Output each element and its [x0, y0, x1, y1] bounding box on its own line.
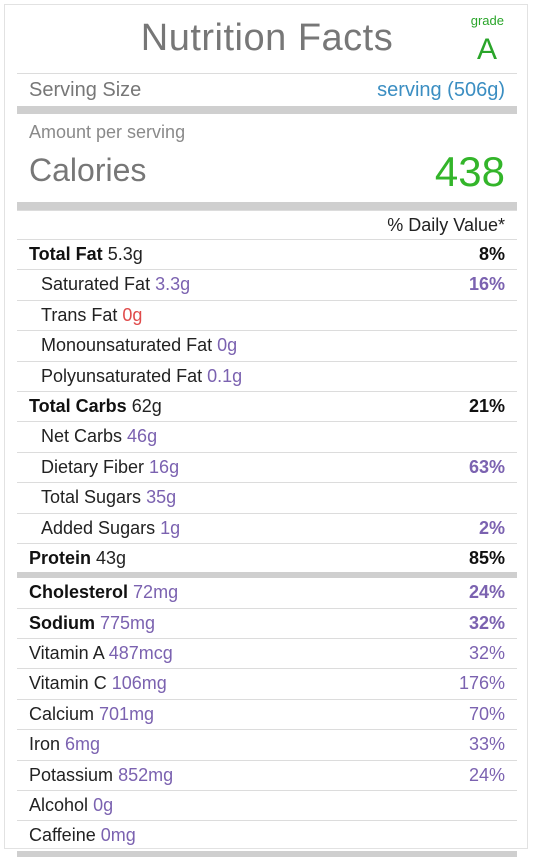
nutrient-amount: 701mg	[99, 703, 155, 724]
nutrient-percent: 176%	[458, 673, 505, 694]
grade-value: A	[476, 33, 497, 66]
divider	[17, 572, 517, 579]
nutrient-percent: 32%	[468, 612, 505, 633]
nutrient-amount: 6mg	[65, 734, 101, 755]
nutrient-amount: 62g	[131, 395, 162, 416]
nutrient-row-alcohol: Alcohol 0g	[17, 790, 517, 820]
nutrient-name: Total Fat	[29, 244, 103, 264]
divider	[17, 202, 517, 210]
serving-size-row: Serving Size serving (506g)	[17, 73, 517, 106]
nutrient-amount: 852mg	[118, 764, 174, 785]
divider	[17, 850, 517, 857]
nutrient-row-sodium: Sodium 775mg 32%	[17, 607, 517, 638]
nutrient-amount: 72mg	[133, 582, 179, 603]
nutrient-name: Sodium	[29, 612, 95, 633]
nutrient-amount: 0g	[217, 335, 238, 356]
nutrient-row-trans-fat: Trans Fat 0g	[17, 299, 517, 330]
nutrient-percent: 70%	[468, 703, 505, 724]
nutrient-amount: 487mcg	[108, 643, 173, 664]
nutrient-percent: 8%	[478, 244, 505, 264]
nutrition-facts-content: Nutrition Facts grade A Serving Size ser…	[17, 5, 517, 857]
nutrient-row-total-sugars: Total Sugars 35g	[17, 482, 517, 512]
nutrient-name: Dietary Fiber	[41, 456, 145, 477]
nutrient-percent: 33%	[468, 734, 505, 755]
serving-size-value[interactable]: serving (506g)	[377, 79, 505, 101]
nutrition-facts-panel: Nutrition Facts grade A Serving Size ser…	[4, 4, 528, 857]
calories-row: Calories 438	[17, 148, 517, 202]
nutrient-row-polyunsaturated-fat: Polyunsaturated Fat 0.1g	[17, 360, 517, 391]
nutrient-row-iron: Iron 6mg 33%	[17, 729, 517, 759]
nutrient-row-protein: Protein 43g 85%	[17, 542, 517, 573]
nutrient-percent: 21%	[468, 395, 505, 416]
nutrient-percent: 24%	[468, 582, 505, 603]
calories-label: Calories	[29, 152, 147, 188]
nutrient-percent: 24%	[468, 764, 505, 785]
nutrient-row-net-carbs: Net Carbs 46g	[17, 421, 517, 451]
nutrient-name: Calcium	[29, 703, 95, 724]
nutrient-name: Iron	[29, 734, 61, 755]
nutrient-amount: 3.3g	[155, 274, 191, 295]
nutrient-name: Cholesterol	[29, 582, 129, 603]
nutrient-percent: 2%	[478, 517, 505, 538]
nutrient-amount: 43g	[96, 547, 127, 568]
nutrient-row-saturated-fat: Saturated Fat 3.3g 16%	[17, 269, 517, 299]
nutrient-name: Vitamin A	[29, 643, 104, 664]
nutrient-row-total-carbs: Total Carbs 62g 21%	[17, 390, 517, 421]
nutrient-name: Total Carbs	[29, 395, 127, 416]
nutrient-name: Total Sugars	[41, 487, 142, 508]
nutrient-row-dietary-fiber: Dietary Fiber 16g 63%	[17, 451, 517, 482]
nutrient-amount: 775mg	[100, 612, 156, 633]
grade-label: grade	[470, 13, 504, 28]
nutrient-row-vitamin-c: Vitamin C 106mg 176%	[17, 668, 517, 698]
nutrient-amount: 16g	[149, 456, 180, 477]
nutrient-percent: 16%	[468, 274, 505, 295]
nutrient-row-monounsaturated-fat: Monounsaturated Fat 0g	[17, 330, 517, 360]
nutrient-row-vitamin-a: Vitamin A 487mcg 32%	[17, 638, 517, 668]
nutrient-name: Vitamin C	[29, 673, 107, 694]
amount-per-serving: Amount per serving	[29, 122, 186, 142]
nutrient-percent: 32%	[468, 643, 505, 664]
nutrient-name: Alcohol	[29, 795, 89, 816]
nutrient-row-potassium: Potassium 852mg 24%	[17, 759, 517, 790]
nutrient-name: Caffeine	[29, 825, 96, 846]
nutrient-row-caffeine: Caffeine 0mg	[17, 820, 517, 850]
nutrient-amount: 46g	[127, 426, 158, 447]
divider	[17, 106, 517, 114]
nutrient-name: Net Carbs	[41, 426, 123, 447]
nutrient-name: Added Sugars	[41, 517, 156, 538]
page-title: Nutrition Facts	[140, 17, 394, 59]
nutrient-name: Monounsaturated Fat	[41, 335, 213, 356]
nutrient-amount: 35g	[146, 487, 177, 508]
nutrient-name: Potassium	[29, 764, 114, 785]
nutrient-row-cholesterol: Cholesterol 72mg 24%	[17, 578, 517, 607]
nutrient-amount: 5.3g	[107, 244, 143, 264]
nutrient-row-added-sugars: Added Sugars 1g 2%	[17, 512, 517, 543]
nutrient-name: Trans Fat	[41, 304, 118, 325]
nutrient-row-calcium: Calcium 701mg 70%	[17, 698, 517, 729]
nutrient-amount: 106mg	[111, 673, 167, 694]
nutrient-name: Polyunsaturated Fat	[41, 365, 203, 386]
nutrient-amount: 0.1g	[207, 365, 243, 386]
nutrient-name: Protein	[29, 547, 92, 568]
nutrient-amount: 0g	[122, 304, 143, 325]
nutrient-amount: 0mg	[100, 825, 136, 846]
daily-value-header: % Daily Value*	[17, 210, 517, 239]
nutrient-amount: 1g	[160, 517, 181, 538]
nutrient-row-total-fat: Total Fat 5.3g 8%	[17, 239, 517, 269]
nutrient-percent: 63%	[468, 456, 505, 477]
nutrient-amount: 0g	[93, 795, 114, 816]
serving-size-label: Serving Size	[29, 79, 142, 101]
calories-value: 438	[434, 148, 505, 195]
header: Nutrition Facts grade A	[17, 5, 517, 73]
nutrient-percent: 85%	[468, 547, 505, 568]
nutrient-name: Saturated Fat	[41, 274, 151, 295]
